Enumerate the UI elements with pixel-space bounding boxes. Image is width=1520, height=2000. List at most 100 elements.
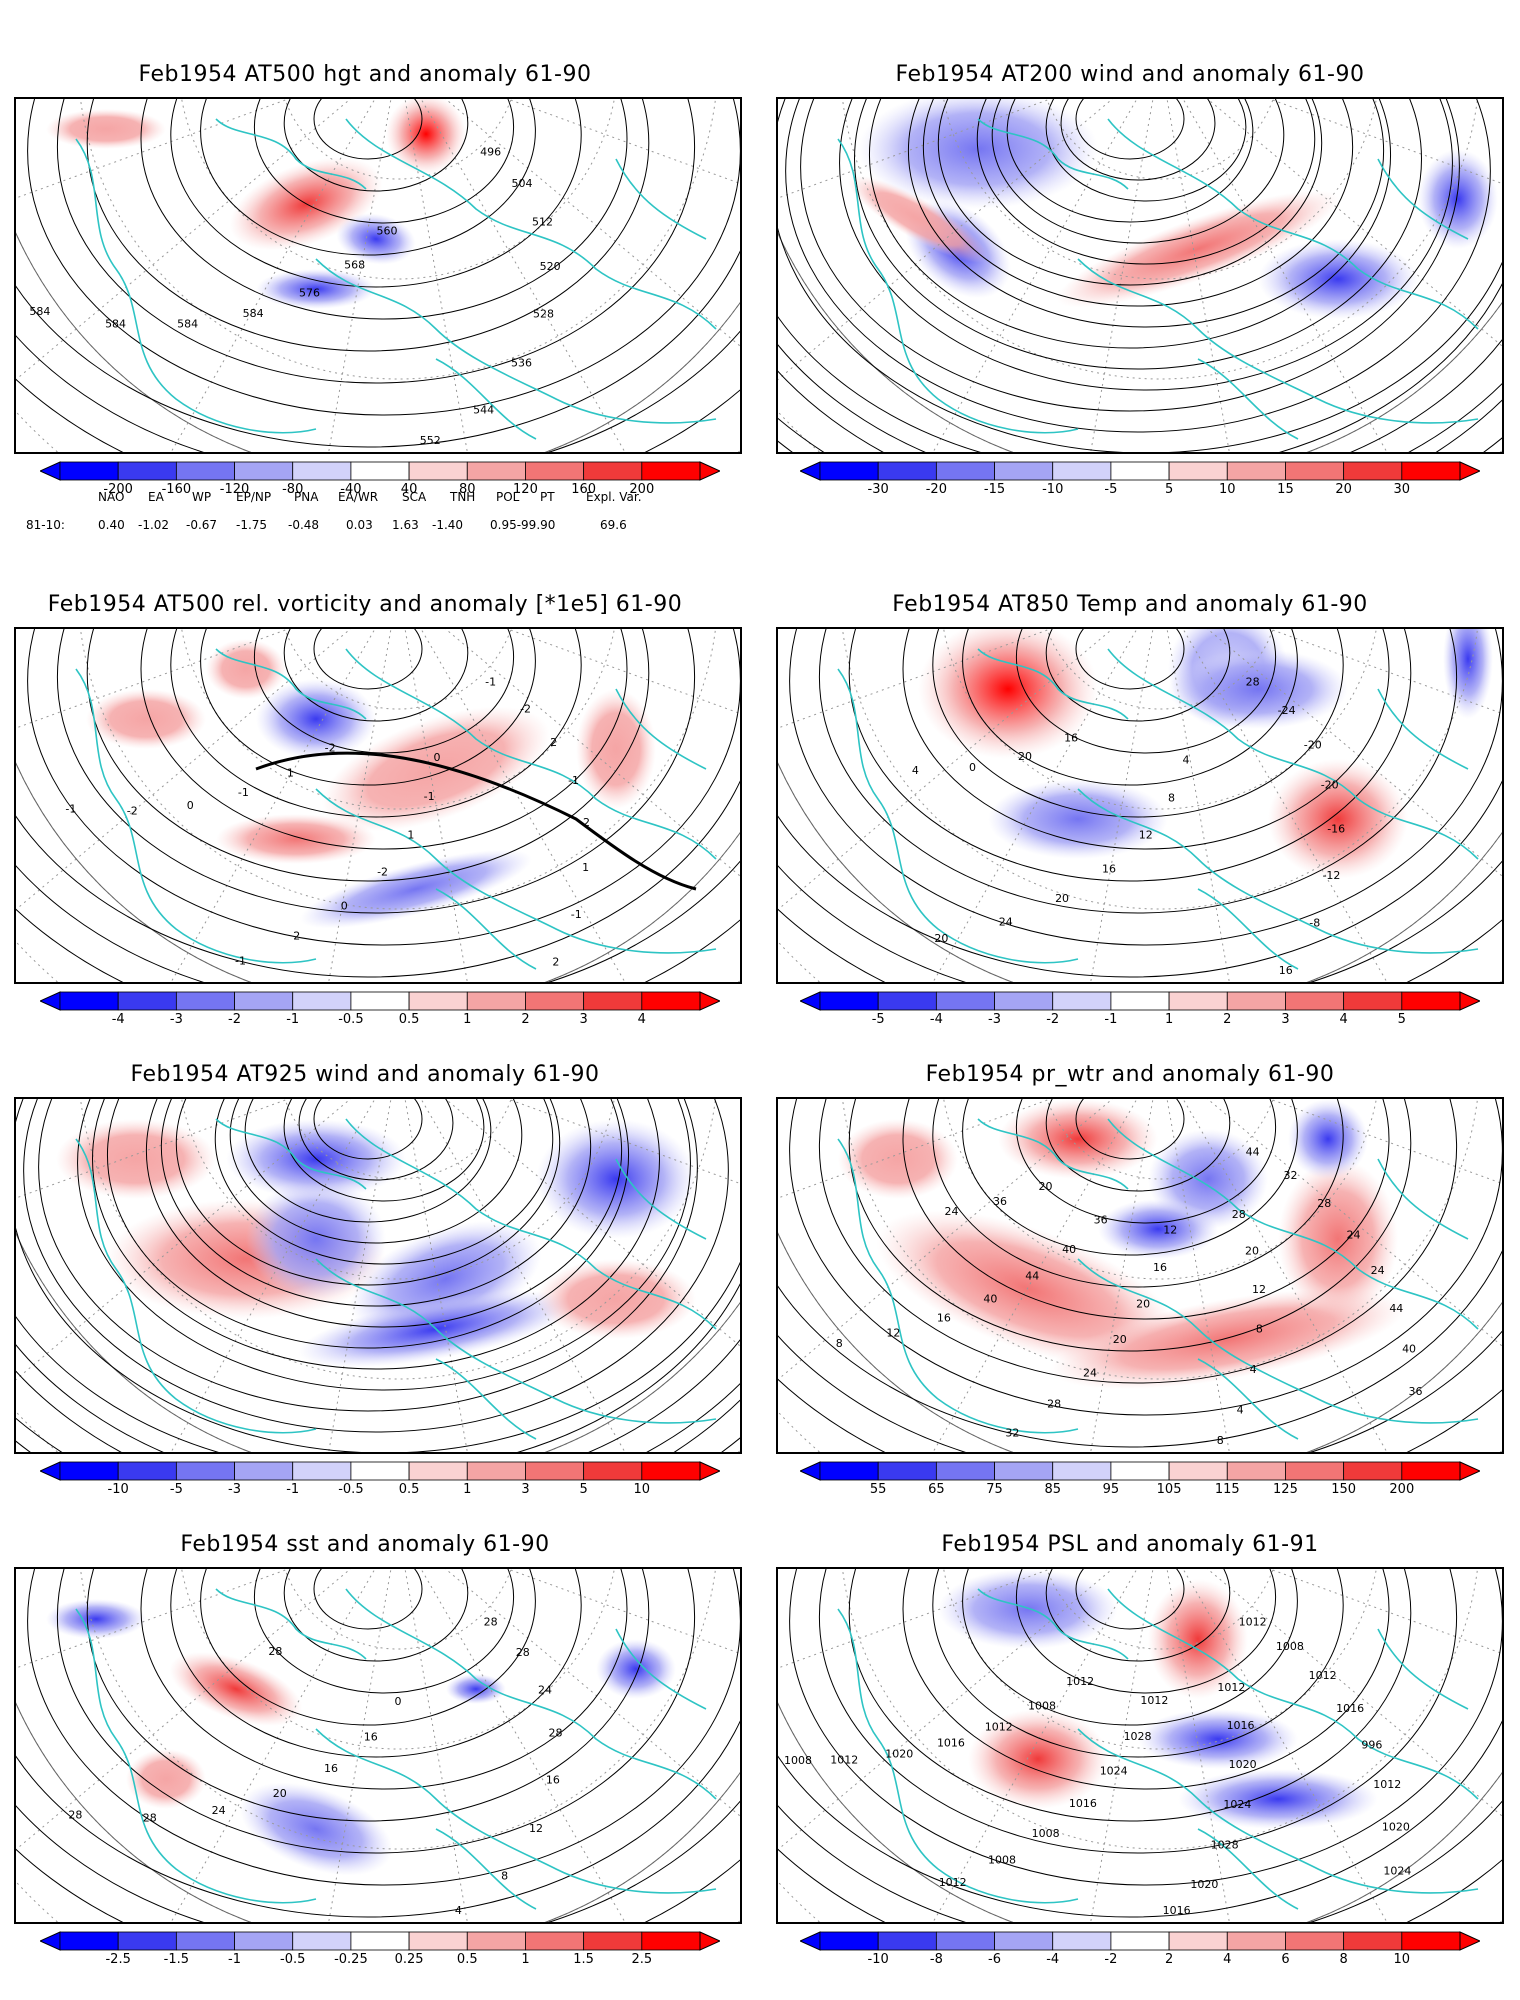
colorbar-segment	[175, 461, 235, 481]
contour-label: 1008	[1276, 1640, 1304, 1653]
coastline	[75, 1608, 317, 1904]
coastline	[1077, 258, 1479, 424]
streamline	[1045, 99, 1247, 202]
coastline	[1377, 158, 1469, 240]
contour-label: 1008	[988, 1853, 1016, 1866]
colorbar-tick-label: 115	[1214, 1482, 1240, 1497]
contour-label: 8	[1217, 1434, 1224, 1447]
positive-anomaly-area	[56, 1119, 216, 1199]
contour-label: 28	[143, 1812, 157, 1825]
streamline	[1060, 99, 1216, 181]
map-plot: 28 -24 -20 -20 -16 -12 -8 16 4 8 12 16 20 24 20 16 20 0 4	[778, 629, 1502, 982]
colorbar-segment	[1226, 991, 1286, 1011]
colorbar-tick-label: -3	[228, 1482, 242, 1497]
colorbar-tick-label: 1	[521, 1952, 530, 1967]
colorbar-tick-label: 75	[986, 1482, 1003, 1497]
contour-label: 28	[1246, 675, 1260, 688]
contour-label: 584	[243, 307, 264, 320]
map-plot	[778, 99, 1502, 452]
map-frame: -1 -2 2 -1 -2 1 -1 2 0 -1 1 -2 0 2 -1 -2 1 -1 0 -2 -1	[14, 627, 742, 984]
colorbar-min-arrow	[800, 1461, 821, 1481]
streamline	[907, 99, 1385, 328]
contour-line	[932, 1569, 1344, 1758]
title-psl: Feb1954 PSL and anomaly 61-91	[941, 1532, 1319, 1557]
coastline	[345, 1118, 717, 1330]
colorbar-tick-label: -8	[929, 1952, 943, 1967]
colorbar	[800, 991, 1480, 1011]
contour-label: 20	[1055, 892, 1069, 905]
colorbar-tick-label: 6	[1281, 1952, 1290, 1967]
contour-label: 28	[484, 1615, 498, 1628]
colorbar-segment	[466, 991, 526, 1011]
contour-label: 36	[993, 1195, 1007, 1208]
coastline	[1377, 688, 1469, 770]
title-sst: Feb1954 sst and anomaly 61-90	[180, 1532, 550, 1557]
colorbar-segment	[117, 1461, 177, 1481]
contour-line	[1045, 1099, 1231, 1192]
contour-line	[789, 629, 1502, 946]
coastline	[1107, 1118, 1479, 1330]
negative-anomaly-area	[256, 679, 376, 759]
contour-line	[283, 99, 469, 192]
contour-label: 8	[1168, 792, 1175, 805]
contour-label: -1	[568, 774, 579, 787]
colorbar-segment	[935, 1461, 995, 1481]
streamline	[800, 99, 1460, 412]
index-header-wp: WP	[192, 490, 212, 504]
coastline	[977, 648, 1129, 720]
colorbar-segment	[1052, 1931, 1112, 1951]
contour-label: 8	[1256, 1323, 1263, 1336]
colorbar-segment	[292, 461, 352, 481]
colorbar	[40, 1931, 720, 1951]
contour-label: 1028	[1211, 1838, 1239, 1851]
colorbar-tick-label: -1	[286, 1482, 300, 1497]
contour-label: 16	[1153, 1261, 1167, 1274]
colorbar-tick-label: 5	[1397, 1012, 1406, 1027]
contour-label: 1016	[1163, 1904, 1191, 1917]
contour-line	[140, 99, 628, 320]
coastline	[1077, 1258, 1479, 1424]
contour-line	[932, 1099, 1344, 1288]
colorbar-segment	[292, 1461, 352, 1481]
contour-label: 0	[969, 761, 976, 774]
colorbar-segment	[408, 1931, 468, 1951]
contour-label: 2	[552, 955, 559, 968]
streamline	[854, 99, 1422, 370]
streamline	[785, 99, 1491, 433]
colorbar-tick-label: 15	[1277, 482, 1294, 497]
streamline	[92, 1099, 660, 1370]
contour-line	[86, 1569, 650, 1822]
colorbar-segment	[234, 991, 294, 1011]
colorbar-max-arrow	[699, 461, 720, 481]
contour-label: -2	[579, 816, 590, 829]
title-hgt500: Feb1954 AT500 hgt and anomaly 61-90	[138, 62, 592, 87]
contour-label: 2	[293, 930, 300, 943]
longitude-line	[404, 1569, 468, 1922]
colorbar-segment	[1110, 1931, 1170, 1951]
contour-label: -2	[325, 741, 336, 754]
map-plot: 4432282424444036282012844812162020242832…	[778, 1099, 1502, 1452]
colorbar-tick-label: 3	[579, 1012, 588, 1027]
contour-line	[27, 99, 740, 416]
contour-line	[1075, 1569, 1185, 1630]
coastline	[315, 788, 717, 954]
contour-label: 8	[501, 1870, 508, 1883]
contour-label: 24	[1371, 1264, 1385, 1277]
colorbar-segment	[819, 461, 879, 481]
streamline	[922, 99, 1354, 307]
contour-line	[170, 629, 582, 818]
streamline	[145, 1099, 623, 1328]
contour-line	[200, 629, 536, 786]
streamline	[298, 1099, 454, 1181]
contour-line	[86, 99, 650, 352]
colorbar-tick-label: 30	[1393, 482, 1411, 497]
streamline	[214, 1099, 554, 1265]
colorbar-tick-label: 65	[928, 1482, 945, 1497]
contour-label: 1012	[1309, 1669, 1337, 1682]
colorbar-max-arrow	[699, 991, 720, 1011]
colorbar-tick-label: 20	[1335, 482, 1352, 497]
contour-line	[86, 629, 650, 882]
contour-label: 1012	[1066, 1675, 1094, 1688]
index-value-wp: -0.67	[186, 518, 218, 532]
longitude-line	[506, 1569, 740, 1655]
